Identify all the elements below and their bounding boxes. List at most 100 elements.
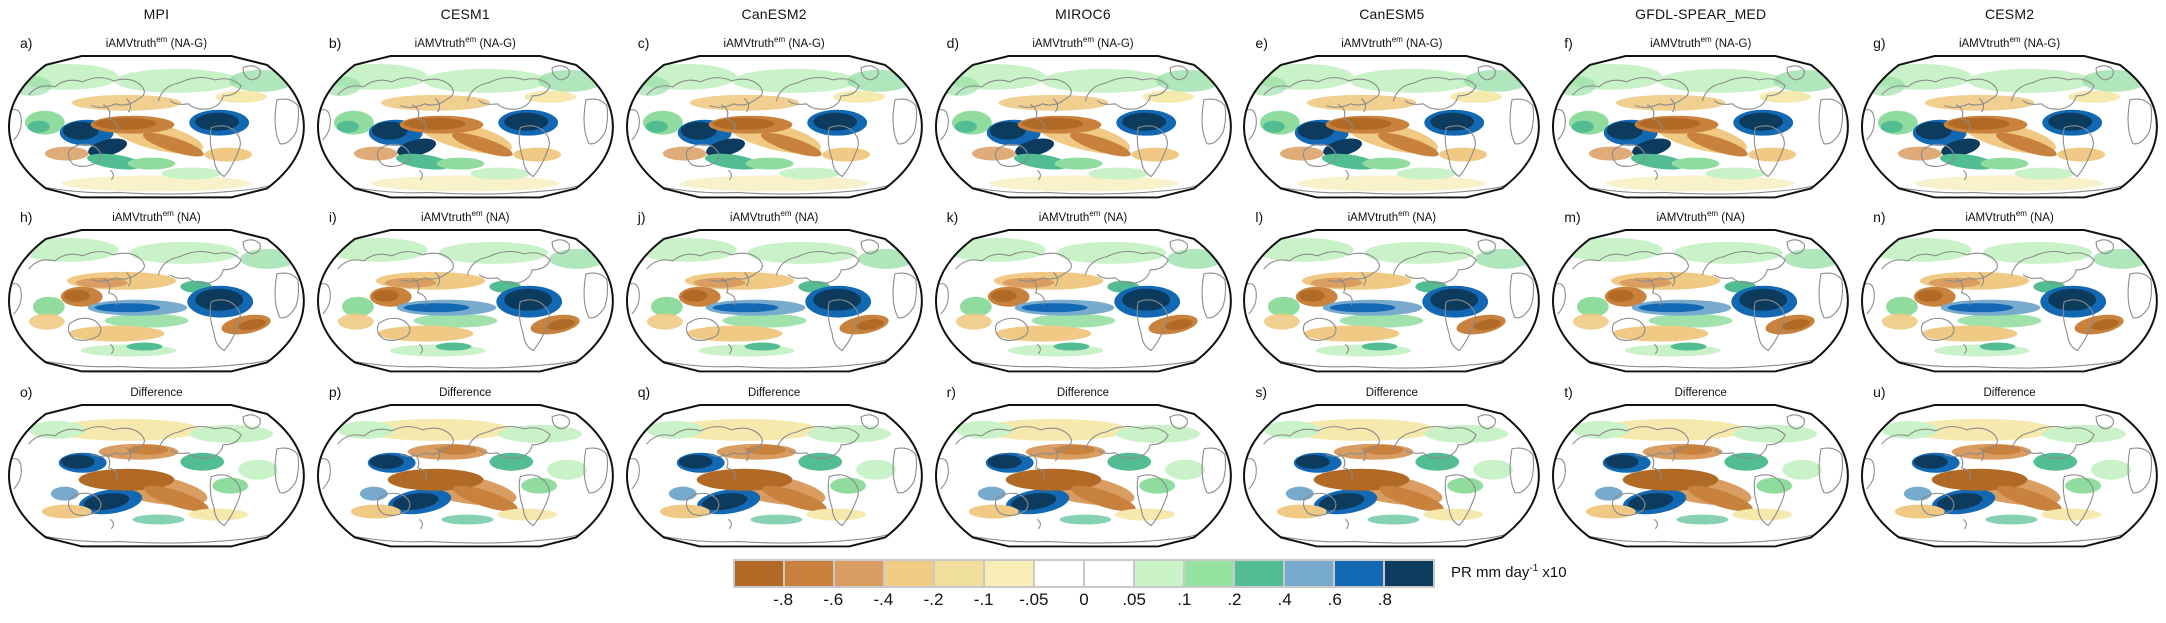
panel-head: j) iAMVtruthem (NA) [625, 208, 924, 225]
robinson-map [1860, 225, 2159, 376]
panel-title: iAMVtruthem (NA) [421, 209, 510, 225]
panel-d: d) iAMVtruthem (NA-G) [929, 34, 1238, 202]
colorbar-label-text: PR mm day [1451, 564, 1530, 581]
colorbar: -.8 -.6 -.4 -.2 -.1 -.05 0 .05 .1 .2 .4 … [733, 559, 1567, 612]
colorbar-tick: .2 [1227, 590, 1242, 609]
colorbar-swatch [1085, 561, 1133, 586]
panel-title-base: iAMVtruth [1032, 38, 1083, 50]
colorbar-swatch [885, 561, 933, 586]
panel-title-base: iAMVtruth [1656, 212, 1707, 225]
panel-head: f) iAMVtruthem (NA-G) [1551, 34, 1850, 51]
panel-r: r) Difference [929, 383, 1238, 551]
panel-title-base: iAMVtruth [1650, 38, 1701, 50]
panel-title-sup: em [774, 35, 786, 45]
panel-c: c) iAMVtruthem (NA-G) [620, 34, 929, 202]
column-header-cesm1: CESM1 [440, 6, 490, 22]
panel-m: m) iAMVtruthem (NA) [1546, 208, 1855, 376]
panel-head: t) Difference [1551, 383, 1850, 400]
panel-title: Difference [439, 387, 491, 399]
panel-title-suffix: (NA-G) [1711, 38, 1752, 50]
panel-letter: u) [1873, 383, 1886, 400]
panel-title: iAMVtruthem (NA) [1656, 209, 1744, 225]
robinson-map [625, 51, 924, 202]
colorbar-swatch [735, 561, 783, 586]
robinson-map [1242, 225, 1541, 376]
panel-title-base: iAMVtruth [1341, 38, 1392, 50]
panel-title-base: iAMVtruth [1965, 212, 2016, 225]
panel-title-suffix: (NA-G) [785, 38, 825, 50]
colorbar-tick: -.05 [1019, 590, 1049, 609]
robinson-map [7, 400, 306, 551]
panel-title-sup: em [1089, 209, 1101, 219]
panel-title-base: Difference [1983, 386, 2036, 399]
colorbar-label-sup: -1 [1529, 563, 1539, 574]
column-header-miroc6: MIROC6 [1055, 6, 1111, 22]
panel-n: n) iAMVtruthem (NA) [1855, 208, 2164, 376]
colorbar-tick: -.1 [973, 590, 994, 609]
panel-title: iAMVtruthem (NA-G) [1032, 35, 1133, 50]
colorbar-tick: -.8 [773, 590, 794, 609]
panel-title: iAMVtruthem (NA-G) [724, 35, 825, 50]
panel-b: b) iAMVtruthem (NA-G) [311, 34, 620, 202]
panel-title-base: iAMVtruth [105, 38, 157, 50]
colorbar-swatch [1285, 561, 1333, 586]
panel-head: g) iAMVtruthem (NA-G) [1860, 34, 2159, 51]
panel-title-base: Difference [1674, 386, 1727, 399]
panel-u: u) Difference [1855, 383, 2164, 551]
panel-letter: i) [328, 209, 337, 226]
panel-letter: n) [1873, 209, 1886, 226]
panel-letter: h) [20, 209, 33, 226]
colorbar-swatch [1235, 561, 1283, 586]
colorbar-swatches [733, 559, 1435, 588]
robinson-map [1551, 51, 1850, 202]
robinson-map [1242, 51, 1541, 202]
panel-title-base: iAMVtruth [1038, 212, 1090, 225]
panel-title-base: iAMVtruth [421, 212, 472, 225]
panel-head: q) Difference [625, 383, 924, 400]
panel-title-suffix: (NA) [173, 212, 201, 225]
colorbar-swatch [1035, 561, 1083, 586]
colorbar-swatch [1135, 561, 1183, 586]
colorbar-swatch [1335, 561, 1383, 586]
panel-head: i) iAMVtruthem (NA) [316, 208, 615, 225]
column-header-gfdl-spear-med: GFDL-SPEAR_MED [1635, 6, 1767, 22]
panel-title-sup: em [1391, 35, 1403, 45]
colorbar-tick: 0 [1079, 590, 1089, 609]
robinson-map [625, 225, 924, 376]
colorbar-swatch [835, 561, 883, 586]
panel-f: f) iAMVtruthem (NA-G) [1546, 34, 1855, 202]
colorbar-label-suffix: x10 [1538, 564, 1567, 581]
colorbar-label: PR mm day-1 x10 [1451, 559, 1567, 581]
panel-i: i) iAMVtruthem (NA) [311, 208, 620, 376]
panel-title-suffix: (NA) [482, 212, 510, 225]
panel-head: a) iAMVtruthem (NA-G) [7, 34, 306, 51]
panel-letter: s) [1255, 383, 1268, 400]
robinson-map [1860, 400, 2159, 551]
colorbar-tick: -.6 [823, 590, 844, 609]
panel-title: Difference [748, 387, 800, 399]
panel-title-suffix: (NA) [791, 212, 819, 225]
robinson-map [316, 225, 615, 376]
panel-head: e) iAMVtruthem (NA-G) [1242, 34, 1541, 51]
column-header-cesm2: CESM2 [1984, 6, 2035, 22]
robinson-map [7, 225, 306, 376]
panel-a: a) iAMVtruthem (NA-G) [2, 34, 311, 202]
panel-title-suffix: (NA-G) [2020, 38, 2061, 50]
panel-g: g) iAMVtruthem (NA-G) [1855, 34, 2164, 202]
panel-title-suffix: (NA) [1100, 212, 1128, 225]
colorbar-tick: -.2 [923, 590, 944, 609]
panel-letter: g) [1873, 35, 1886, 51]
panel-head: n) iAMVtruthem (NA) [1860, 208, 2159, 225]
panel-title: iAMVtruthem (NA-G) [105, 35, 207, 50]
panel-title-suffix: (NA-G) [476, 38, 516, 50]
panel-letter: d) [946, 35, 960, 51]
panel-title: iAMVtruthem (NA) [112, 210, 201, 225]
panel-head: p) Difference [316, 383, 615, 400]
colorbar-swatch [1385, 561, 1433, 586]
panel-title-sup: em [471, 209, 483, 219]
panel-title-sup: em [1706, 209, 1719, 219]
robinson-map [934, 400, 1233, 551]
panel-letter: o) [20, 383, 33, 400]
panel-title-sup: em [1082, 35, 1094, 45]
